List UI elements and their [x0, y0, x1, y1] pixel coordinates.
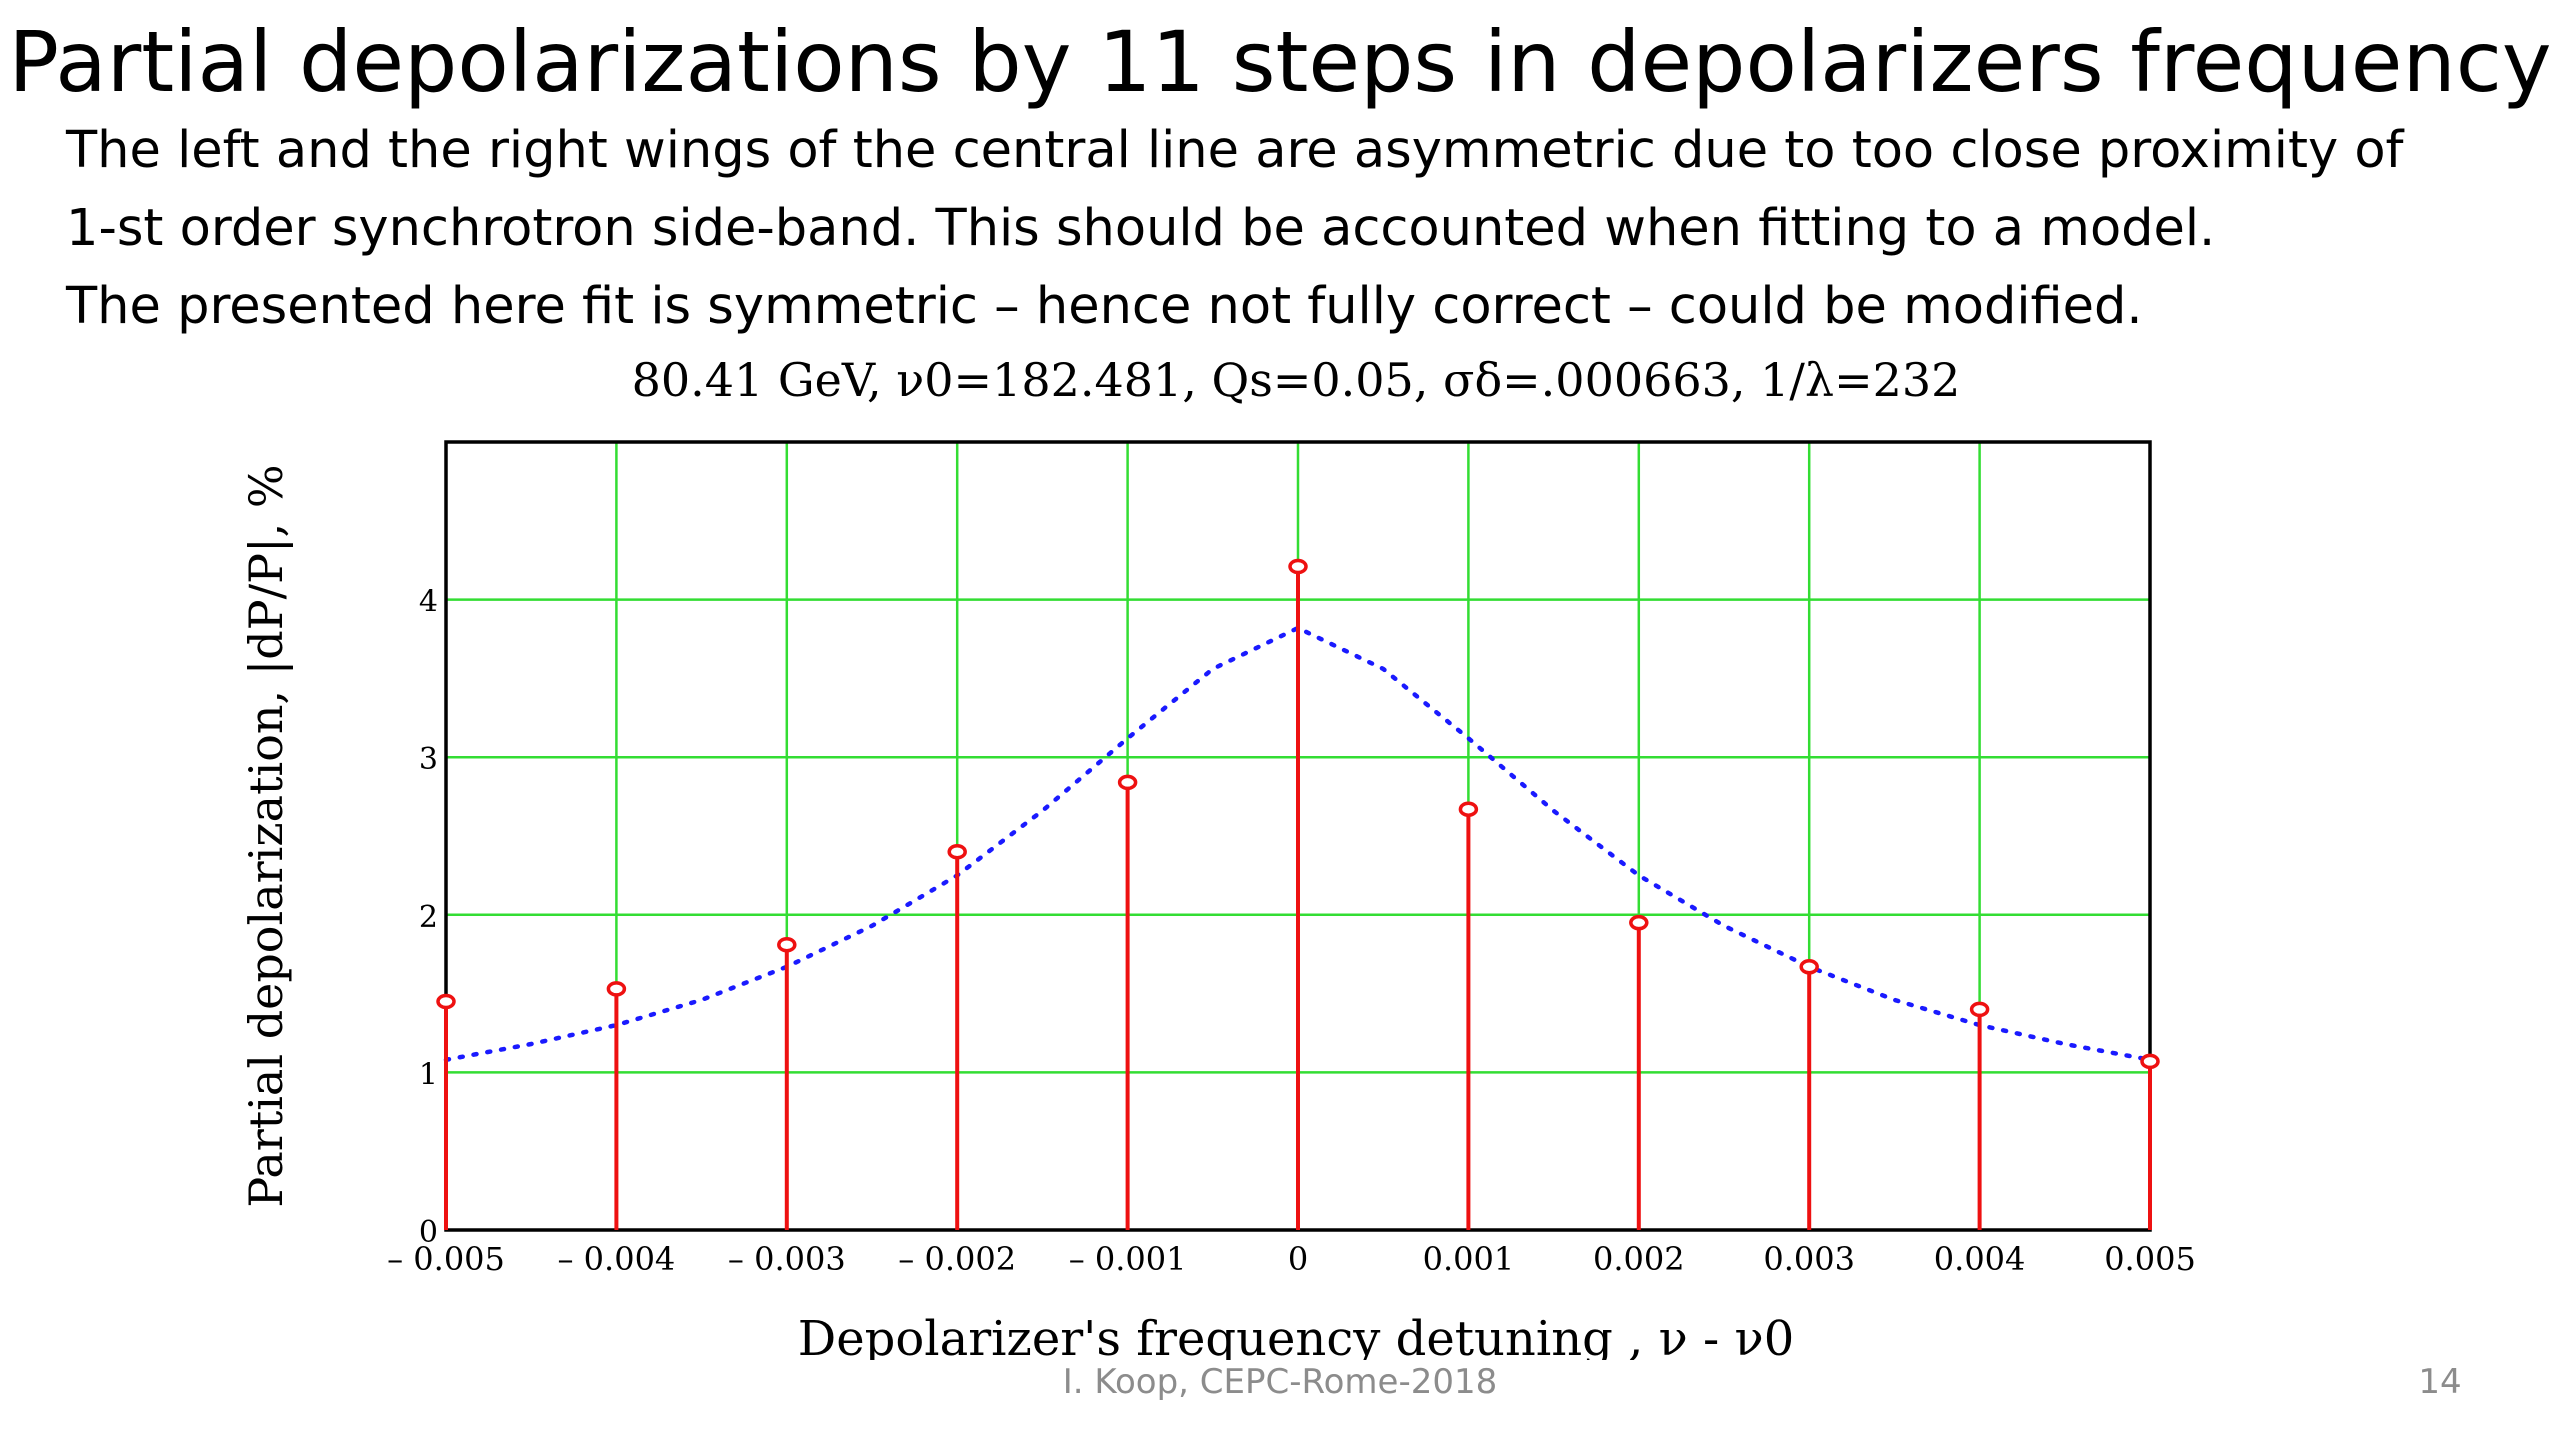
measurement-point [777, 936, 797, 953]
x-axis-label: Depolarizer's frequency detuning , ν - ν… [798, 1311, 1795, 1360]
x-tick-label: 0.001 [1423, 1240, 1515, 1278]
measurement-point [1629, 914, 1649, 931]
x-tick-label: 0.003 [1763, 1240, 1855, 1278]
note-line: The presented here fit is symmetric – he… [66, 277, 2143, 336]
y-tick-label: 0 [419, 1215, 438, 1250]
measurement-point [947, 844, 967, 860]
y-tick-label: 3 [419, 742, 438, 777]
note-line: The left and the right wings of the cent… [66, 121, 2404, 180]
note-line: 1-st order synchrotron side-band. This s… [66, 199, 2216, 258]
x-tick-label: – 0.003 [728, 1240, 846, 1278]
y-axis-label: Partial depolarization, |dP/P|, % [239, 464, 293, 1207]
measurement-point [436, 993, 456, 1010]
y-tick-label: 4 [419, 585, 438, 620]
measurement-point [606, 981, 627, 997]
footer-author: I. Koop, CEPC-Rome-2018 [1062, 1362, 1498, 1402]
measurement-point [1969, 1001, 1990, 1018]
x-tick-label: – 0.002 [898, 1240, 1016, 1278]
page-number: 14 [2418, 1362, 2462, 1402]
x-tick-label: – 0.005 [387, 1240, 505, 1278]
measurement-point [1288, 558, 1308, 575]
slide-title: Partial depolarizations by 11 steps in d… [8, 13, 2552, 111]
depolarization-chart: 80.41 GeV, ν0=182.481, Qs=0.05, σδ=.0006… [239, 353, 2196, 1360]
measurement-point [1799, 959, 1819, 975]
x-tick-label: – 0.001 [1069, 1240, 1187, 1278]
y-tick-label: 2 [419, 900, 438, 935]
x-tick-label: 0.004 [1934, 1240, 2026, 1278]
slide-notes: The left and the right wings of the cent… [66, 112, 2526, 346]
chart-title: 80.41 GeV, ν0=182.481, Qs=0.05, σδ=.0006… [632, 353, 1961, 407]
y-tick-label: 1 [419, 1057, 438, 1092]
x-tick-label: – 0.004 [558, 1240, 676, 1278]
measurement-point [1117, 774, 1138, 791]
x-tick-label: 0 [1288, 1240, 1308, 1278]
measurement-point [2140, 1053, 2160, 1070]
x-tick-label: 0.005 [2104, 1240, 2196, 1278]
x-tick-label: 0.002 [1593, 1240, 1685, 1278]
measurement-point [1458, 801, 1479, 817]
